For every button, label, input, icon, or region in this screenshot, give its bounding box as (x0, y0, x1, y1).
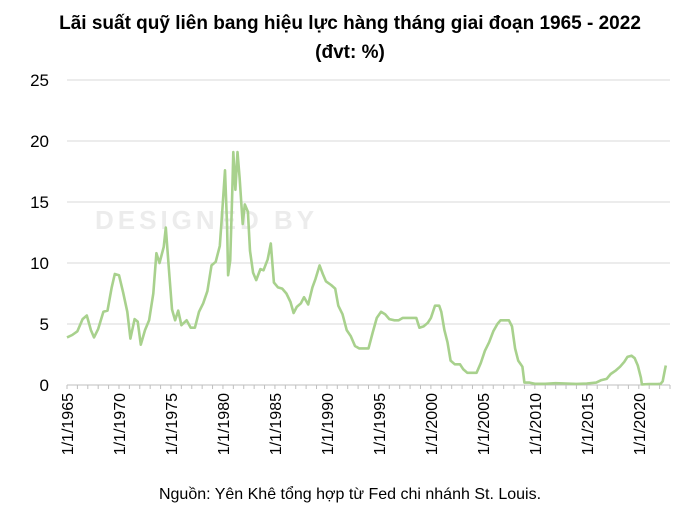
x-tick-label: 1/1/2015 (580, 393, 597, 455)
x-tick-label: 1/1/2020 (632, 393, 649, 455)
y-axis-ticks: 0 5 10 15 20 25 (30, 71, 49, 395)
x-tick-label: 1/1/1990 (320, 393, 337, 455)
y-tick-label: 5 (40, 315, 49, 334)
chart-title: Lãi suất quỹ liên bang hiệu lực hàng thá… (59, 13, 641, 34)
x-tick-label: 1/1/1985 (268, 393, 285, 455)
x-axis: 1/1/1965 1/1/1970 1/1/1975 1/1/1980 1/1/1985… (60, 385, 671, 455)
chart-subtitle: (đvt: %) (315, 42, 385, 63)
x-tick-label: 1/1/1965 (60, 393, 77, 455)
series-line (66, 150, 668, 386)
y-tick-label: 10 (30, 254, 49, 273)
x-tick-label: 1/1/2005 (476, 393, 493, 455)
grid-lines (67, 79, 670, 386)
y-tick-label: 0 (40, 376, 49, 395)
y-tick-label: 20 (30, 132, 49, 151)
x-tick-label: 1/1/2000 (424, 393, 441, 455)
x-tick-label: 1/1/1970 (112, 393, 129, 455)
source-note: Nguồn: Yên Khê tổng hợp từ Fed chi nhánh… (158, 486, 542, 503)
x-tick-label: 1/1/1980 (216, 393, 233, 455)
series-line-0 (66, 150, 668, 386)
y-tick-label: 25 (30, 71, 49, 90)
x-tick-label: 1/1/1975 (164, 393, 181, 455)
y-tick-label: 15 (30, 193, 49, 212)
x-tick-label: 1/1/1995 (372, 393, 389, 455)
watermark: DESIGNED BY (95, 205, 319, 235)
x-tick-label: 1/1/2010 (528, 393, 545, 455)
